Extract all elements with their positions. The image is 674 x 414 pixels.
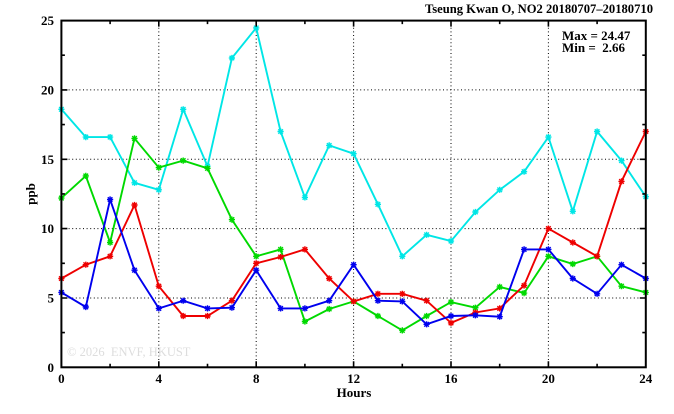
svg-text:25: 25 [41, 13, 55, 28]
svg-text:Max = 24.47: Max = 24.47 [562, 28, 631, 43]
svg-text:© 2026 ENVF, HKUST: © 2026 ENVF, HKUST [67, 345, 191, 359]
svg-text:0: 0 [48, 360, 55, 375]
svg-text:16: 16 [445, 371, 459, 386]
svg-text:20: 20 [542, 371, 555, 386]
svg-text:Hours: Hours [337, 385, 372, 400]
svg-text:ppb: ppb [23, 183, 38, 205]
svg-text:20: 20 [41, 82, 54, 97]
svg-text:Tseung Kwan O, NO2 20180707–20: Tseung Kwan O, NO2 20180707–20180710 [425, 2, 653, 16]
svg-text:4: 4 [156, 371, 163, 386]
svg-text:8: 8 [253, 371, 260, 386]
svg-text:24: 24 [639, 371, 653, 386]
svg-text:5: 5 [48, 291, 55, 306]
svg-text:12: 12 [347, 371, 360, 386]
svg-text:10: 10 [41, 221, 54, 236]
svg-text:15: 15 [41, 152, 55, 167]
svg-text:0: 0 [58, 371, 65, 386]
svg-text:Min = 2.66: Min = 2.66 [562, 40, 626, 55]
